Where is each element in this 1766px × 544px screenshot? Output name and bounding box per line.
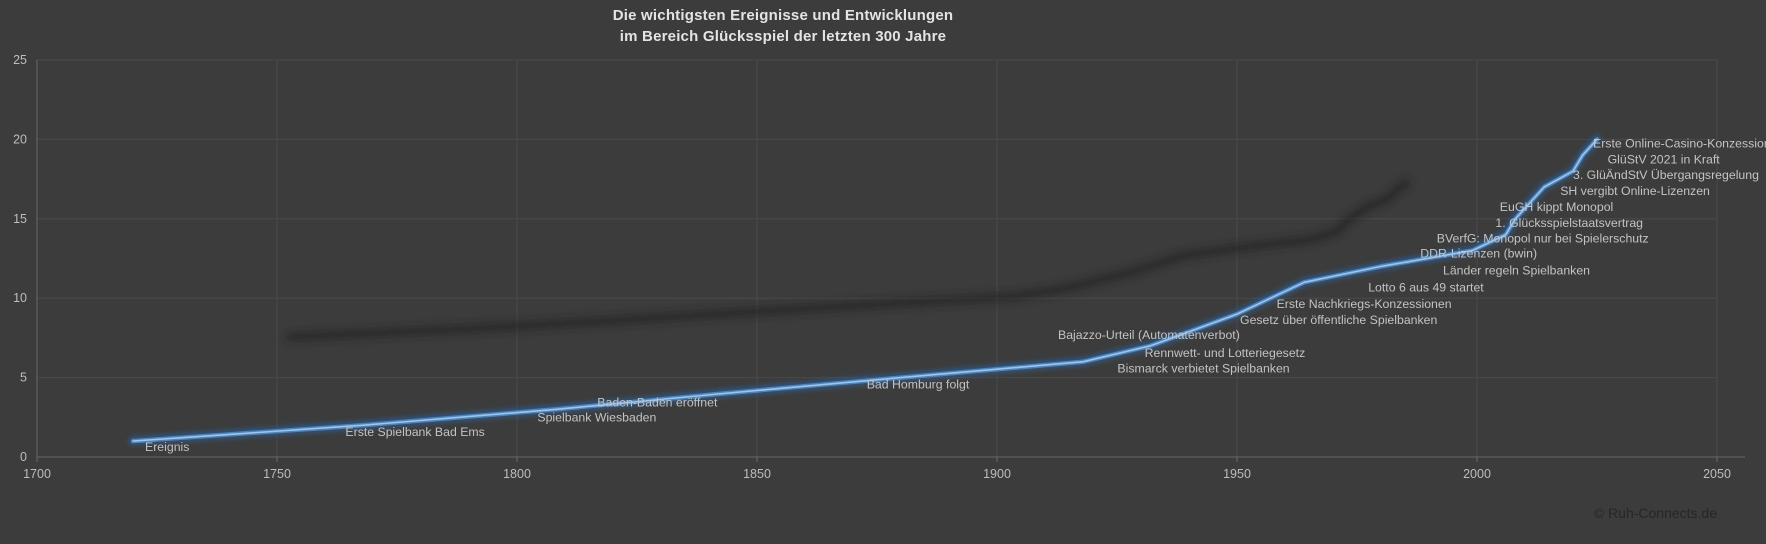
event-label: Länder regeln Spielbanken — [1443, 263, 1590, 277]
event-label: Gesetz über öffentliche Spielbanken — [1240, 313, 1437, 327]
series-shadow — [285, 178, 1412, 342]
x-axis-tick-label: 1800 — [503, 467, 531, 481]
event-label: Erste Spielbank Bad Ems — [345, 425, 484, 439]
copyright-text: © Ruh-Connects.de — [1593, 505, 1717, 521]
chart-title-line1: Die wichtigsten Ereignisse und Entwicklu… — [612, 7, 954, 24]
event-label: Baden-Baden eröffnet — [597, 396, 718, 410]
y-axis-tick-label: 20 — [13, 132, 27, 146]
event-label: Spielbank Wiesbaden — [537, 410, 656, 424]
y-axis-tick-label: 10 — [13, 291, 27, 305]
series-line-core — [132, 138, 1598, 442]
event-label: SH vergibt Online-Lizenzen — [1560, 184, 1710, 198]
x-axis-tick-label: 1700 — [23, 467, 51, 481]
chart-title-line2: im Bereich Glücksspiel der letzten 300 J… — [619, 28, 947, 45]
y-axis-tick-label: 0 — [20, 450, 27, 464]
event-label: 1. Glücksspielstaatsvertrag — [1495, 216, 1643, 230]
x-axis-tick-label: 2050 — [1703, 467, 1731, 481]
event-label: Rennwett- und Lotteriegesetz — [1145, 346, 1306, 360]
y-axis-tick-label: 5 — [20, 371, 27, 385]
x-axis-tick-label: 1850 — [743, 467, 771, 481]
x-axis-tick-label: 1750 — [263, 467, 291, 481]
event-label: Ereignis — [145, 440, 189, 454]
event-label: EuGH kippt Monopol — [1500, 200, 1613, 214]
x-axis-tick-label: 1900 — [983, 467, 1011, 481]
event-label: DDR-Lizenzen (bwin) — [1420, 247, 1537, 261]
chart-title: Die wichtigsten Ereignisse und Entwicklu… — [0, 5, 1566, 47]
event-label: Erste Online-Casino-Konzessionen — [1593, 136, 1766, 150]
event-label: 3. GlüÄndStV Übergangsregelung — [1573, 168, 1759, 182]
y-axis-tick-label: 25 — [13, 53, 27, 67]
event-label: BVerfG: Monopol nur bei Spielerschutz — [1437, 232, 1649, 246]
event-label: GlüStV 2021 in Kraft — [1608, 152, 1721, 166]
event-label: Bad Homburg folgt — [867, 378, 970, 392]
event-label: Bajazzo-Urteil (Automatenverbot) — [1058, 328, 1240, 342]
x-axis-tick-label: 1950 — [1223, 467, 1251, 481]
event-label: Bismarck verbietet Spielbanken — [1117, 362, 1289, 376]
y-axis-tick-label: 15 — [13, 212, 27, 226]
x-axis-tick-label: 2000 — [1463, 467, 1491, 481]
event-label: Lotto 6 aus 49 startet — [1368, 280, 1484, 294]
event-label: Erste Nachkriegs-Konzessionen — [1277, 297, 1452, 311]
